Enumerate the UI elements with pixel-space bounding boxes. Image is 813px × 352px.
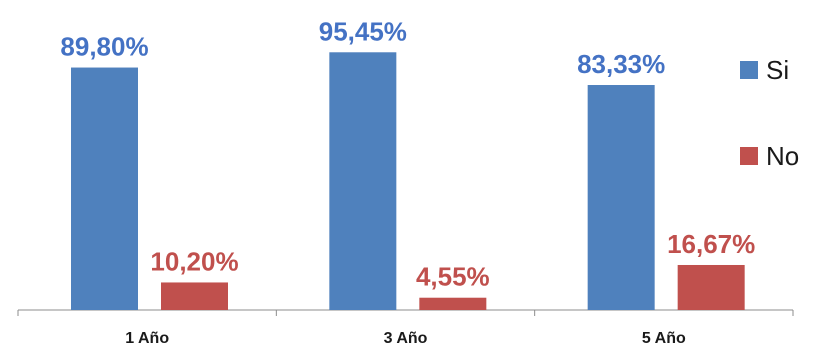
data-label-no-1: 10,20% xyxy=(150,246,238,276)
legend-item-no: No xyxy=(740,141,810,171)
bar-si-3 xyxy=(587,85,655,310)
data-label-si-1: 89,80% xyxy=(60,32,148,62)
bar-si-1 xyxy=(71,67,138,310)
bar-no-2 xyxy=(419,297,487,310)
data-label-no-2: 4,55% xyxy=(416,262,490,292)
data-label-si-3: 83,33% xyxy=(577,49,665,79)
x-tick-label: 5 Año xyxy=(642,330,686,347)
legend: Si No xyxy=(740,55,810,227)
bar-si-2 xyxy=(329,52,397,310)
legend-label-si: Si xyxy=(766,54,790,85)
legend-swatch-no xyxy=(740,147,758,165)
bar-no-1 xyxy=(161,282,228,310)
legend-item-si: Si xyxy=(740,55,810,85)
legend-label-no: No xyxy=(766,140,800,171)
x-tick-label: 3 Año xyxy=(384,330,428,347)
data-label-no-3: 16,67% xyxy=(667,229,755,259)
legend-swatch-si xyxy=(740,61,758,79)
bar-no-3 xyxy=(677,264,745,310)
x-tick-label: 1 Año xyxy=(125,330,169,347)
data-label-si-2: 95,45% xyxy=(319,16,407,46)
